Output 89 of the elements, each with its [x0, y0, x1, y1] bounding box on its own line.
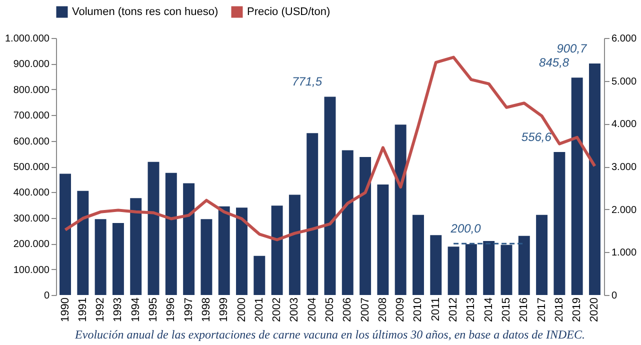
bar [306, 133, 318, 295]
x-tick-label: 2009 [394, 298, 407, 322]
bar [324, 96, 336, 295]
y2-tick-label: 6.000 [612, 34, 637, 44]
line-series [64, 56, 596, 242]
annotation: 200,0 [450, 222, 482, 236]
bar [288, 194, 300, 295]
bar [254, 256, 266, 295]
y-tick-label: 700.000 [13, 110, 50, 122]
x-tick-label: 2018 [553, 298, 566, 322]
bar [536, 214, 548, 295]
y2-tick-label: 0 [612, 290, 618, 302]
y-tick-label: 600.000 [13, 136, 50, 148]
y2-tick-label: 2.000 [612, 204, 637, 216]
x-tick-label: 2006 [342, 298, 354, 322]
y-tick-label: 1.000.000 [5, 34, 50, 44]
bar [500, 244, 512, 295]
x-tick-label: 2005 [324, 298, 336, 322]
x-tick-label: 1991 [76, 298, 89, 322]
x-tick-label: 2010 [412, 298, 424, 322]
x-tick-label: 2007 [359, 298, 372, 322]
x-tick-label: 2014 [482, 298, 495, 322]
y-tick-label: 0 [44, 290, 50, 302]
bar [130, 198, 142, 295]
x-tick-label: 1998 [200, 298, 212, 322]
y-tick-label: 400.000 [13, 188, 50, 199]
y-tick-label: 500.000 [13, 162, 50, 173]
x-tick-label: 1993 [112, 298, 124, 322]
bar [271, 206, 283, 295]
x-tick-label: 2012 [448, 298, 460, 322]
bar [148, 162, 160, 295]
legend-label: Precio (USD/ton) [247, 6, 330, 18]
bar [430, 235, 442, 295]
bar [554, 152, 566, 295]
x-tick-label: 2011 [430, 298, 442, 322]
x-tick-label: 2020 [588, 298, 601, 322]
x-tick-label: 2000 [236, 298, 248, 322]
bar [94, 219, 106, 295]
y2-tick-label: 4.000 [612, 119, 637, 130]
x-tick-label: 2015 [500, 298, 512, 322]
annotation: 900,7 [556, 42, 588, 56]
bar [448, 246, 460, 295]
bar [483, 241, 495, 295]
x-tick-label: 2008 [376, 298, 389, 322]
x-tick-label: 2013 [465, 298, 478, 322]
y2-tick-label: 1.000 [612, 248, 637, 259]
bar [183, 183, 195, 295]
bar [412, 214, 424, 295]
bar [360, 156, 372, 295]
x-tick-label: 1997 [182, 298, 195, 322]
y-tick-label: 900.000 [13, 59, 50, 70]
y-tick-label: 300.000 [13, 213, 50, 224]
bar [165, 172, 177, 295]
x-tick-label: 2003 [288, 298, 301, 322]
annotation: 845,8 [539, 56, 570, 70]
x-tick-label: 2017 [536, 298, 548, 322]
y-tick-label: 200.000 [13, 239, 50, 250]
annotation: 771,5 [292, 74, 322, 89]
bar [218, 206, 230, 295]
legend-label: Volumen (tons res con hueso) [72, 6, 218, 18]
x-tick-label: 1994 [130, 298, 142, 322]
bar [200, 219, 212, 295]
bar [377, 184, 389, 295]
bar [518, 236, 530, 295]
bar [77, 190, 89, 295]
x-tick-label: 2019 [571, 298, 584, 322]
x-tick-label: 1992 [94, 298, 107, 322]
y-tick-label: 800.000 [13, 84, 50, 96]
y2-tick-label: 5.000 [612, 76, 637, 88]
x-tick-label: 2001 [253, 298, 266, 322]
text: Evolución anual de las exportaciones de carne vacuna en los últimos 30 años, en base a datos de INDEC. [74, 327, 585, 342]
x-tick-label: 1995 [148, 298, 160, 322]
x-tick-label: 2002 [271, 298, 284, 322]
bar [342, 150, 354, 295]
x-tick-label: 1999 [218, 298, 230, 322]
annotation: 556,6 [521, 130, 552, 144]
bar [394, 124, 406, 295]
x-tick-label: 1996 [165, 298, 178, 322]
bar [465, 244, 477, 295]
bar [589, 64, 600, 295]
bar [571, 78, 583, 295]
bar [60, 174, 71, 295]
y2-tick-label: 3.000 [612, 162, 637, 173]
bar [236, 208, 248, 295]
bar [112, 223, 124, 295]
x-tick-label: 2004 [306, 298, 318, 322]
x-tick-label: 1990 [59, 298, 72, 322]
x-tick-label: 2016 [518, 298, 530, 322]
y-tick-label: 100.000 [13, 264, 50, 276]
